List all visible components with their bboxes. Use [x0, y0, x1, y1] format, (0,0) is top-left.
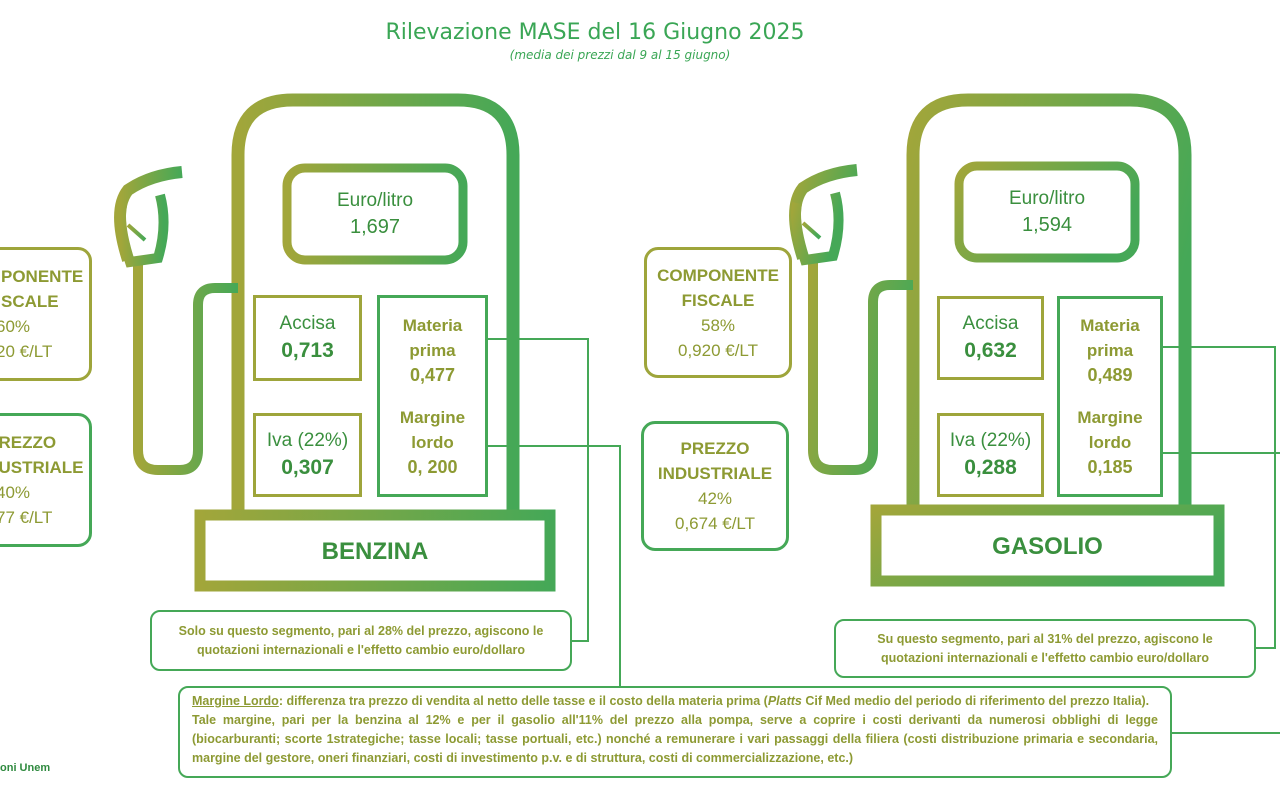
gasolio-industriale-eur: 0,674 €/LT: [674, 514, 756, 533]
benzina-fiscale-box: PONENTE SCALE 60% 20 €/LT: [0, 247, 92, 381]
benzina-label: BENZINA: [321, 538, 429, 565]
connector-lines: [488, 338, 1280, 734]
benzina-iva-box: Iva (22%) 0,307: [253, 413, 362, 497]
page-title: Rilevazione MASE del 16 Giugno 2025: [385, 20, 805, 45]
benzina-materia-label: Materia prima: [402, 315, 463, 360]
gasolio-accisa-box: Accisa 0,632: [937, 296, 1044, 380]
gasolio-industriale-pct: 42%: [697, 489, 733, 508]
benzina-iva-label: Iva (22%): [266, 430, 349, 451]
benzina-accisa-label: Accisa: [279, 313, 336, 334]
margine-lordo-line1b: Cif Med medio del periodo di riferimento…: [801, 694, 1150, 708]
gasolio-euro-litro-label: Euro/litro: [1008, 187, 1086, 209]
gasolio-materia-value: 0,489: [1087, 365, 1133, 386]
gasolio-pump-icon: [789, 93, 1225, 587]
benzina-margine-label: Margine lordo: [399, 407, 466, 452]
gasolio-price-display: Euro/litro 1,594: [959, 166, 1135, 258]
margine-lordo-term: Margine Lordo: [192, 694, 279, 708]
gasolio-fiscale-pct: 58%: [700, 315, 736, 335]
gasolio-margine-value: 0,185: [1087, 456, 1133, 477]
gasolio-accisa-label: Accisa: [962, 313, 1019, 334]
gasolio-accisa-value: 0,632: [964, 339, 1017, 362]
benzina-euro-litro-value: 1,697: [349, 215, 401, 238]
benzina-industriale-box: REZZO USTRIALE 40% 77 €/LT: [0, 413, 92, 547]
source-credit: oni Unem: [0, 762, 51, 774]
benzina-industriale-pct: 40%: [0, 483, 31, 502]
margine-lordo-body: Tale margine, pari per la benzina al 12%…: [192, 713, 1158, 765]
gasolio-industriale-label: PREZZO INDUSTRIALE: [657, 439, 773, 483]
gasolio-fiscale-label: COMPONENTE FISCALE: [657, 265, 779, 310]
benzina-accisa-value: 0,713: [281, 339, 334, 362]
gasolio-euro-litro-value: 1,594: [1021, 213, 1073, 236]
gasolio-iva-label: Iva (22%): [949, 430, 1032, 451]
gasolio-materia-label: Materia prima: [1080, 316, 1140, 361]
benzina-note: Solo su questo segmento, pari al 28% del…: [150, 610, 572, 671]
gasolio-margine-label: Margine lordo: [1077, 407, 1143, 452]
page-subtitle: (media dei prezzi dal 9 al 15 giugno): [509, 48, 731, 62]
benzina-industriale-eur: 77 €/LT: [0, 508, 53, 527]
margine-lordo-note: Margine Lordo: differenza tra prezzo di …: [178, 686, 1172, 778]
platts-label: Platts: [767, 694, 802, 708]
benzina-materia-value: 0,477: [409, 364, 456, 385]
gasolio-note: Su questo segmento, pari al 31% del prez…: [834, 619, 1256, 678]
gasolio-note-text: Su questo segmento, pari al 31% del prez…: [877, 631, 1213, 665]
gasolio-iva-box: Iva (22%) 0,288: [937, 413, 1044, 497]
gasolio-label: GASOLIO: [992, 533, 1103, 560]
benzina-industrial-box: Materia prima 0,477 Margine lordo 0, 200: [377, 295, 488, 497]
gasolio-fiscale-eur: 0,920 €/LT: [677, 340, 759, 360]
benzina-euro-litro-label: Euro/litro: [336, 189, 414, 211]
benzina-fiscale-pct: 60%: [0, 317, 31, 336]
gasolio-fiscale-box: COMPONENTE FISCALE 58% 0,920 €/LT: [644, 247, 792, 378]
benzina-iva-value: 0,307: [281, 456, 334, 479]
benzina-fiscale-label: PONENTE SCALE: [1, 267, 84, 311]
benzina-industriale-label: REZZO USTRIALE: [0, 433, 84, 477]
gasolio-industrial-box: Materia prima 0,489 Margine lordo 0,185: [1057, 296, 1163, 497]
gasolio-industriale-box: PREZZO INDUSTRIALE 42% 0,674 €/LT: [641, 421, 789, 551]
benzina-price-display: Euro/litro 1,697: [287, 168, 463, 260]
benzina-note-text: Solo su questo segmento, pari al 28% del…: [178, 623, 544, 657]
benzina-margine-value: 0, 200: [407, 456, 458, 477]
margine-lordo-line1: : differenza tra prezzo di vendita al ne…: [278, 694, 768, 708]
gasolio-iva-value: 0,288: [964, 456, 1017, 479]
benzina-fiscale-eur: 20 €/LT: [0, 342, 53, 361]
benzina-pump-icon: [114, 93, 556, 592]
benzina-accisa-box: Accisa 0,713: [253, 295, 362, 381]
